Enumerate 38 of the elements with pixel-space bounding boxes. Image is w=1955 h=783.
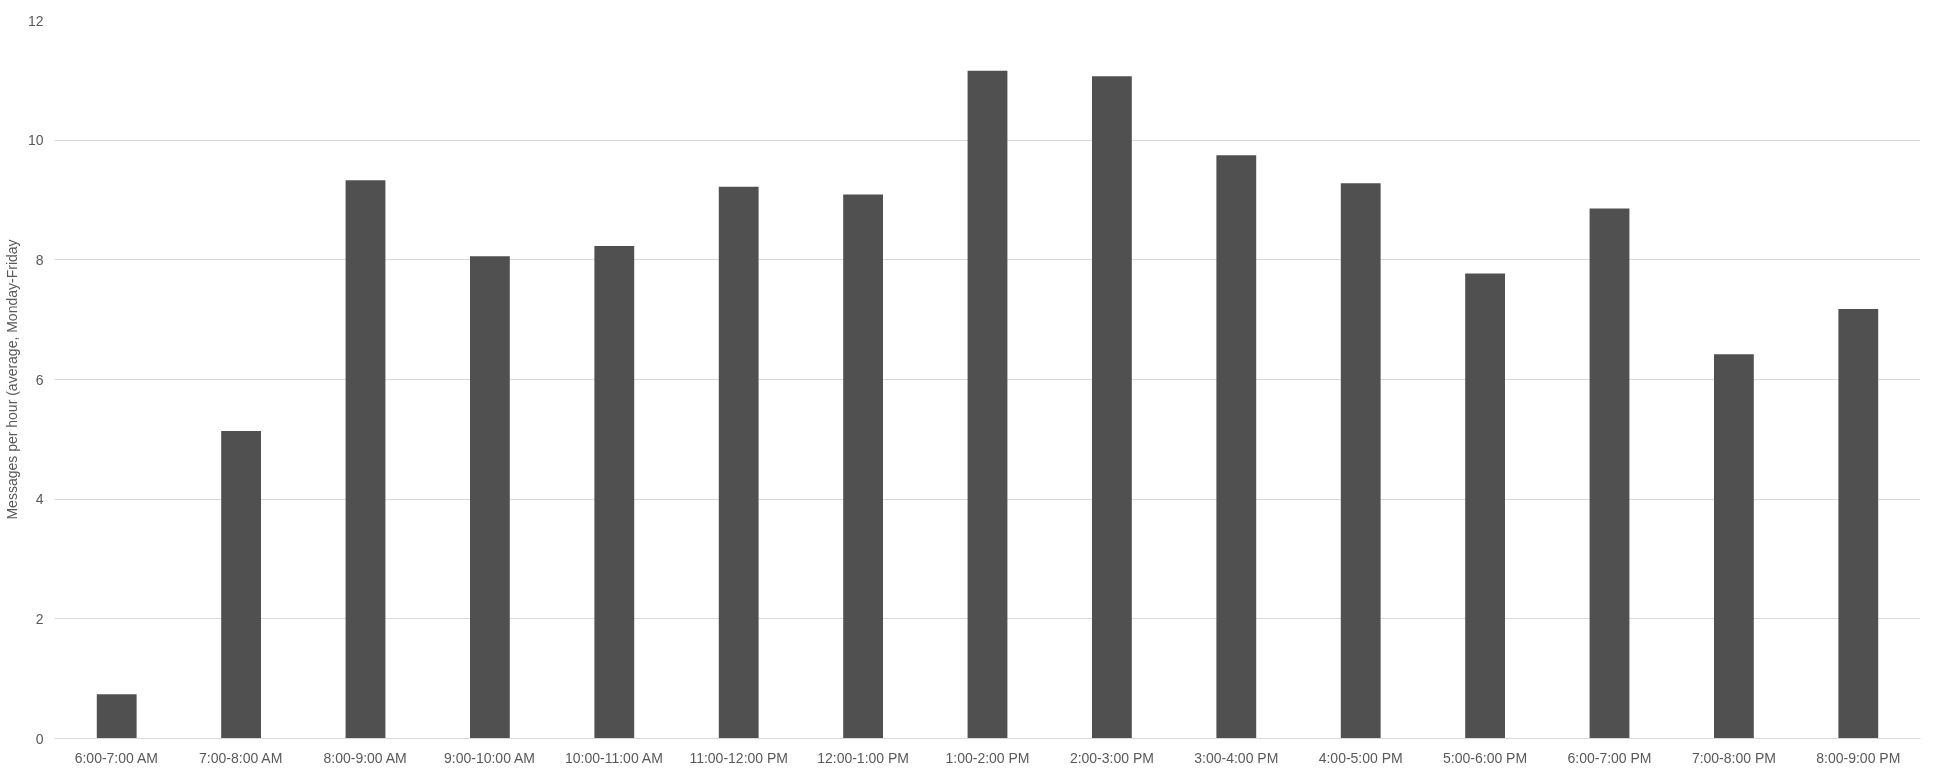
bar — [594, 246, 635, 739]
bar — [221, 430, 261, 739]
x-tick-label: 12:00-1:00 PM — [817, 749, 910, 766]
y-tick-label: 8 — [35, 251, 44, 268]
x-tick-label: 6:00-7:00 AM — [74, 749, 158, 766]
y-tick-label: 10 — [27, 132, 44, 149]
bar — [1340, 183, 1381, 739]
x-tick-label: 1:00-2:00 PM — [945, 749, 1030, 766]
x-tick-label: 10:00-11:00 AM — [565, 749, 663, 766]
x-tick-label: 9:00-10:00 AM — [443, 749, 536, 766]
bar — [967, 70, 1008, 739]
y-tick-label: 12 — [27, 12, 44, 29]
bar — [470, 256, 510, 739]
x-tick-label: 8:00-9:00 AM — [323, 749, 407, 766]
bar — [1714, 354, 1754, 739]
y-axis-title: Messages per hour (average, Monday-Friday — [3, 239, 20, 520]
x-tick-label: 6:00-7:00 PM — [1567, 749, 1652, 766]
bar — [843, 194, 883, 739]
bar — [1465, 273, 1505, 739]
bar — [1092, 76, 1132, 739]
bar — [1216, 155, 1257, 739]
x-tick-label: 5:00-6:00 PM — [1443, 749, 1528, 766]
x-tick-label: 7:00-8:00 PM — [1691, 749, 1776, 766]
bar — [718, 186, 759, 739]
y-tick-label: 0 — [35, 730, 44, 747]
y-tick-label: 2 — [35, 610, 44, 627]
x-tick-label: 4:00-5:00 PM — [1318, 749, 1403, 766]
x-tick-label: 11:00-12:00 PM — [689, 749, 788, 766]
x-tick-label: 7:00-8:00 AM — [199, 749, 283, 766]
x-tick-label: 2:00-3:00 PM — [1069, 749, 1154, 766]
y-tick-label: 6 — [35, 371, 44, 388]
bar — [345, 180, 386, 739]
x-tick-label: 3:00-4:00 PM — [1194, 749, 1279, 766]
y-tick-label: 4 — [35, 491, 44, 508]
bar — [96, 694, 137, 739]
bar — [1838, 308, 1879, 739]
x-tick-label: 8:00-9:00 PM — [1816, 749, 1901, 766]
bar — [1589, 208, 1630, 739]
